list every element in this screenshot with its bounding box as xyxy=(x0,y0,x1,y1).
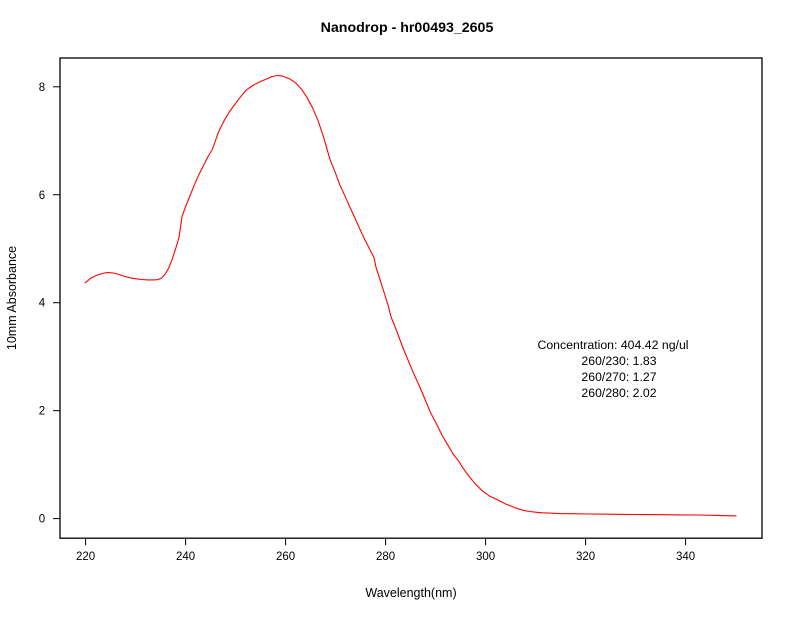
svg-text:340: 340 xyxy=(676,551,695,563)
svg-text:Wavelength(nm): Wavelength(nm) xyxy=(365,586,456,600)
svg-text:220: 220 xyxy=(76,551,95,563)
svg-text:2: 2 xyxy=(39,406,45,418)
svg-text:8: 8 xyxy=(39,82,45,94)
svg-text:300: 300 xyxy=(476,551,495,563)
svg-text:10mm Absorbance: 10mm Absorbance xyxy=(5,246,19,350)
svg-text:320: 320 xyxy=(576,551,595,563)
svg-text:Concentration: 404.42 ng/ul: Concentration: 404.42 ng/ul xyxy=(537,338,688,352)
svg-text:Nanodrop - hr00493_2605: Nanodrop - hr00493_2605 xyxy=(321,20,494,36)
svg-text:280: 280 xyxy=(376,551,395,563)
svg-text:6: 6 xyxy=(39,190,45,202)
svg-text:260: 260 xyxy=(276,551,295,563)
svg-text:240: 240 xyxy=(176,551,195,563)
svg-text:260/270: 1.27: 260/270: 1.27 xyxy=(581,370,656,384)
svg-text:4: 4 xyxy=(39,298,46,310)
svg-text:260/280: 2.02: 260/280: 2.02 xyxy=(581,386,656,400)
svg-text:0: 0 xyxy=(39,514,45,526)
svg-text:260/230: 1.83: 260/230: 1.83 xyxy=(581,354,656,368)
